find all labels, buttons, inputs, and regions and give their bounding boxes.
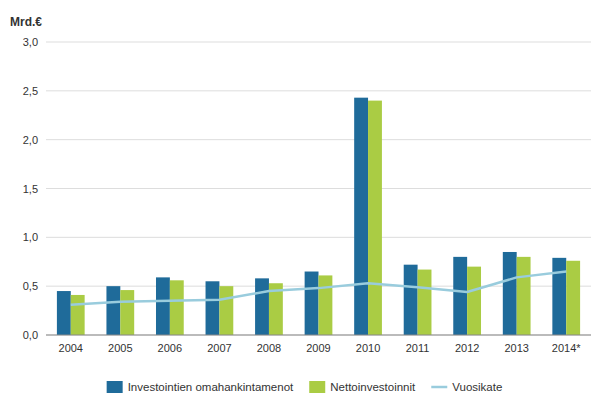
grid-line	[46, 335, 591, 336]
legend-item: Nettoinvestoinnit	[309, 381, 416, 393]
bar	[418, 270, 432, 335]
legend-item: Vuosikate	[431, 381, 502, 393]
line	[71, 272, 566, 305]
x-tick-label: 2014*	[552, 342, 581, 354]
y-tick-label: 1,0	[23, 231, 38, 243]
bar	[319, 275, 333, 335]
bar	[517, 257, 531, 335]
grid-line	[46, 139, 591, 140]
x-tick-label: 2013	[504, 342, 528, 354]
legend-label: Nettoinvestoinnit	[330, 381, 416, 393]
legend-swatch	[107, 381, 123, 393]
chart-container: 0,0 0,5 1,0 1,5 2,0 2,5 3,0 Mrd.€ 2004 2005 2006 20…	[0, 0, 609, 409]
bar	[170, 280, 184, 335]
y-tick-label: 2,0	[23, 134, 38, 146]
grid-line	[46, 42, 591, 43]
x-tick-label: 2006	[158, 342, 182, 354]
legend-label: Vuosikate	[452, 381, 502, 393]
grid-line	[46, 237, 591, 238]
bar	[467, 267, 481, 335]
bar	[57, 291, 71, 335]
legend: Investointien omahankintamenot Nettoinves…	[107, 381, 503, 393]
grid	[46, 42, 591, 335]
bar-series	[57, 98, 566, 335]
bar	[552, 258, 566, 335]
bar	[255, 278, 269, 335]
x-tick-label: 2004	[59, 342, 83, 354]
bar	[566, 261, 580, 335]
y-tick-label: 0,5	[23, 280, 38, 292]
x-tick-label: 2012	[455, 342, 479, 354]
bar	[453, 257, 467, 335]
x-tick-label: 2008	[257, 342, 281, 354]
bar	[354, 98, 368, 335]
bar	[120, 290, 134, 335]
x-tick-label: 2011	[406, 342, 430, 354]
legend-swatch	[431, 386, 447, 389]
bar	[305, 272, 319, 335]
y-tick-label: 3,0	[23, 36, 38, 48]
bar	[368, 101, 382, 335]
x-axis-line	[46, 335, 591, 336]
x-tick-label: 2010	[356, 342, 380, 354]
bar-series	[71, 101, 580, 335]
x-tick-label: 2005	[108, 342, 132, 354]
bar	[404, 265, 418, 335]
bar	[219, 286, 233, 335]
legend-item: Investointien omahankintamenot	[107, 381, 294, 393]
bar	[503, 252, 517, 335]
plot-area	[57, 98, 580, 335]
chart-svg: 0,0 0,5 1,0 1,5 2,0 2,5 3,0 Mrd.€ 2004 2005 2006 20…	[0, 0, 609, 409]
y-tick-label: 1,5	[23, 183, 38, 195]
y-tick-label: 2,5	[23, 85, 38, 97]
y-tick-label: 0,0	[23, 329, 38, 341]
bar	[206, 281, 220, 335]
legend-swatch	[309, 381, 325, 393]
bar	[71, 295, 85, 335]
grid-line	[46, 188, 591, 189]
grid-line	[46, 90, 591, 91]
legend-label: Investointien omahankintamenot	[128, 381, 294, 393]
x-tick-label: 2009	[306, 342, 330, 354]
y-axis-label: Mrd.€	[10, 15, 42, 29]
bar	[156, 277, 170, 335]
bar	[106, 286, 120, 335]
x-tick-label: 2007	[207, 342, 231, 354]
